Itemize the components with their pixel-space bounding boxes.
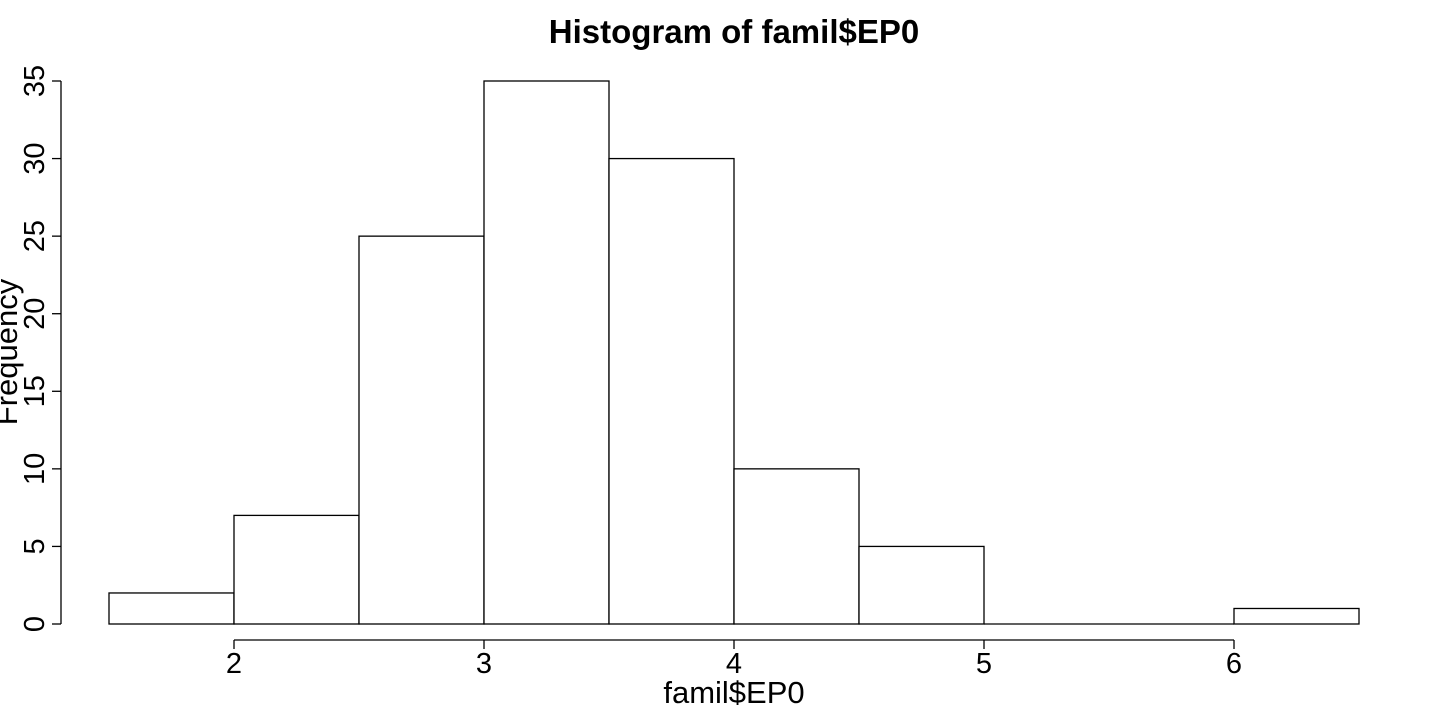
histogram-bar-10 xyxy=(1233,607,1360,625)
y-tick-label-0: 0 xyxy=(19,616,51,632)
histogram-bars xyxy=(108,80,1360,625)
y-tick-label-5: 5 xyxy=(19,538,51,554)
x-tick-label-5: 5 xyxy=(976,648,992,680)
y-tick-label-15: 15 xyxy=(19,375,51,407)
x-tick-label-2: 2 xyxy=(226,648,242,680)
y-axis-label: Frequency xyxy=(0,278,24,425)
histogram-bar-4 xyxy=(483,80,610,625)
histogram-bar-3 xyxy=(358,235,485,625)
histogram-bar-1 xyxy=(108,592,235,625)
histogram-bar-2 xyxy=(233,514,360,625)
x-tick-label-6: 6 xyxy=(1226,648,1242,680)
y-axis: 0 5 10 15 20 25 30 35 xyxy=(19,65,62,632)
x-tick-label-4: 4 xyxy=(726,648,742,680)
histogram-bar-5 xyxy=(608,157,735,625)
y-tick-label-30: 30 xyxy=(19,142,51,174)
y-tick-label-20: 20 xyxy=(19,298,51,330)
x-tick-label-3: 3 xyxy=(476,648,492,680)
histogram-bar-6 xyxy=(733,468,860,625)
x-axis: 2 3 4 5 6 xyxy=(226,639,1242,680)
histogram-bar-7 xyxy=(858,545,985,625)
y-tick-label-10: 10 xyxy=(19,453,51,485)
y-tick-label-35: 35 xyxy=(19,65,51,97)
x-axis-label: famil$EP0 xyxy=(663,675,804,710)
chart-title: Histogram of famil$EP0 xyxy=(549,13,919,50)
y-tick-label-25: 25 xyxy=(19,220,51,252)
